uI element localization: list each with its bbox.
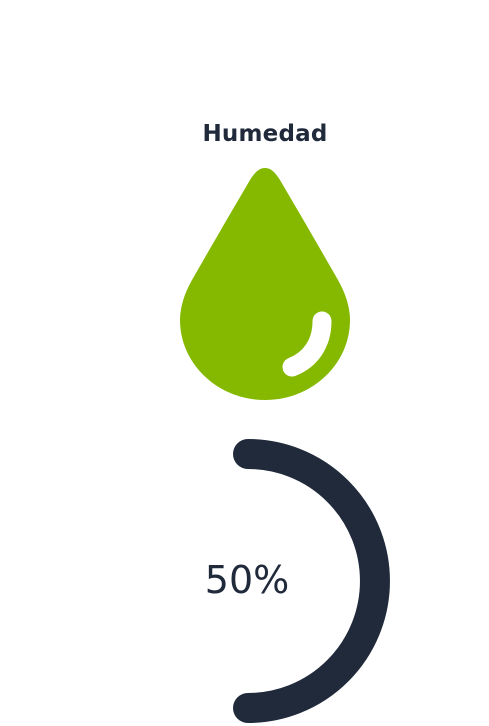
humidity-gauge	[233, 439, 390, 723]
drop-highlight	[282, 311, 332, 377]
water-drop-icon	[180, 168, 350, 400]
gauge-progress-arc	[233, 439, 390, 723]
drop-shape	[180, 168, 350, 400]
widget-title: Humedad	[202, 121, 328, 147]
humidity-value: 50%	[204, 558, 290, 602]
